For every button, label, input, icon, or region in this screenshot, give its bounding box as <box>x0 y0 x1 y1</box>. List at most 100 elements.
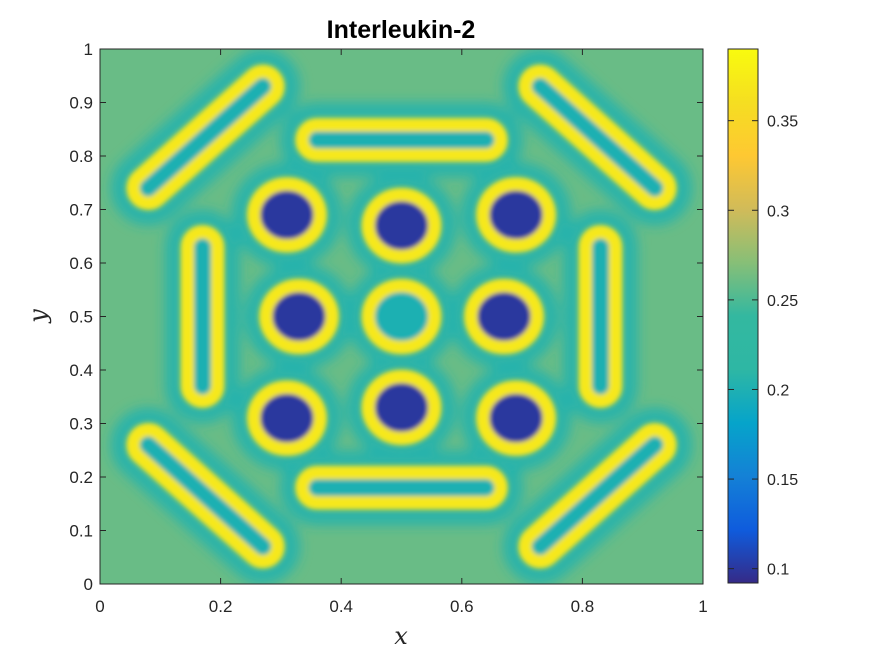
y-tick-label: 0.7 <box>69 201 93 220</box>
y-tick-label: 0.6 <box>69 254 93 273</box>
capsule <box>578 225 623 408</box>
capsule-rim <box>126 64 285 210</box>
x-tick-label: 0.8 <box>571 597 595 616</box>
y-axis: 0 0.1 0.2 0.3 0.4 0.5 0.6 0.7 0.8 0.9 1 <box>69 40 703 594</box>
x-tick-label: 0.6 <box>450 597 474 616</box>
capsule-core <box>529 433 666 558</box>
x-tick-label: 0.4 <box>329 597 353 616</box>
y-tick-label: 0.1 <box>69 522 93 541</box>
ring-rim <box>259 278 339 355</box>
ring-core <box>259 393 315 444</box>
ring-core <box>271 291 327 342</box>
capsule-halo <box>503 49 692 226</box>
capsule-rim <box>295 118 508 162</box>
capsule-halo <box>111 49 300 226</box>
colorbar: 0.1 0.15 0.2 0.25 0.3 0.35 <box>727 48 798 584</box>
ring-core <box>374 291 429 342</box>
capsule <box>180 225 225 408</box>
feature-halo <box>346 172 457 279</box>
x-tick-label: 1 <box>698 597 707 616</box>
colorbar-tick-label: 0.25 <box>767 293 798 310</box>
feature-halo <box>231 161 343 268</box>
y-tick-label: 1 <box>84 40 93 59</box>
colorbar-gradient <box>728 49 758 583</box>
capsule-core <box>137 75 274 200</box>
colorbar-tick-label: 0.2 <box>767 382 789 399</box>
y-tick-label: 0.8 <box>69 147 93 166</box>
capsule-core <box>191 235 214 398</box>
capsule-halo-shape <box>503 49 692 226</box>
y-tick-label: 0.9 <box>69 94 93 113</box>
capsule-halo <box>563 209 638 424</box>
capsule <box>295 465 508 510</box>
capsule-rim <box>518 423 677 569</box>
feature-halo <box>460 365 572 472</box>
halo-layer <box>111 49 692 584</box>
x-tick-label: 0.2 <box>209 597 233 616</box>
capsule-halo <box>280 450 523 525</box>
colorbar-ticks: 0.1 0.15 0.2 0.25 0.3 0.35 <box>728 114 798 579</box>
colorbar-tick-label: 0.35 <box>767 114 798 131</box>
feature-halo <box>231 365 343 472</box>
y-tick-label: 0.3 <box>69 415 93 434</box>
ring-rim <box>361 369 442 445</box>
chart-title: Interleukin-2 <box>327 16 476 44</box>
capsule-rim <box>180 225 225 408</box>
capsule-core <box>529 75 666 200</box>
capsule-core <box>306 128 497 152</box>
capsule-halo <box>111 407 300 584</box>
capsule-halo <box>280 102 523 178</box>
ring-rim <box>464 278 544 355</box>
capsule <box>518 64 677 210</box>
ring-core <box>374 200 429 251</box>
colorbar-frame <box>727 48 759 584</box>
ring-rim <box>247 380 327 456</box>
capsule-halo-shape <box>165 209 240 424</box>
capsule-core <box>137 433 274 558</box>
x-tick-label: 0 <box>95 597 104 616</box>
y-tick-label: 0.4 <box>69 361 93 380</box>
capsule-halo-shape <box>563 209 638 424</box>
feature-halo <box>448 263 560 370</box>
x-axis-label: x <box>394 622 408 650</box>
ring-rim <box>361 188 442 264</box>
capsule-halo-shape <box>280 102 523 178</box>
capsule <box>295 118 508 162</box>
ring-core <box>259 189 315 240</box>
capsule-core <box>306 476 497 499</box>
plot-area <box>100 49 703 584</box>
ring-core <box>488 393 544 444</box>
ring-rim <box>361 278 442 355</box>
colorbar-tick-label: 0.15 <box>767 472 798 489</box>
y-tick-label: 0.5 <box>69 308 93 327</box>
feature-halo <box>460 161 572 268</box>
y-tick-label: 0 <box>84 575 93 594</box>
capsule <box>518 423 677 569</box>
capsule-core <box>589 235 612 398</box>
feature-layer <box>126 64 677 569</box>
capsule-halo-shape <box>503 407 692 584</box>
capsule-rim <box>518 64 677 210</box>
capsule-halo-shape <box>111 49 300 226</box>
feature-halo <box>243 263 355 370</box>
capsule <box>126 64 285 210</box>
capsule-rim <box>126 423 285 569</box>
colorbar-tick-label: 0.3 <box>767 203 789 220</box>
colorbar-tick-label: 0.1 <box>767 562 789 579</box>
ring-rim <box>247 177 327 253</box>
ring-rim <box>476 177 556 253</box>
y-axis-label: y <box>24 309 52 324</box>
ring-core <box>476 291 532 342</box>
ring-rim <box>476 380 556 456</box>
x-axis: 0 0.2 0.4 0.6 0.8 1 <box>95 49 708 616</box>
capsule-rim <box>295 465 508 510</box>
ring-core <box>488 189 544 240</box>
capsule-halo <box>503 407 692 584</box>
capsule-halo <box>165 209 240 424</box>
capsule-halo-shape <box>111 407 300 584</box>
capsule-rim <box>578 225 623 408</box>
ring-core <box>374 382 429 433</box>
capsule <box>126 423 285 569</box>
y-tick-label: 0.2 <box>69 468 93 487</box>
